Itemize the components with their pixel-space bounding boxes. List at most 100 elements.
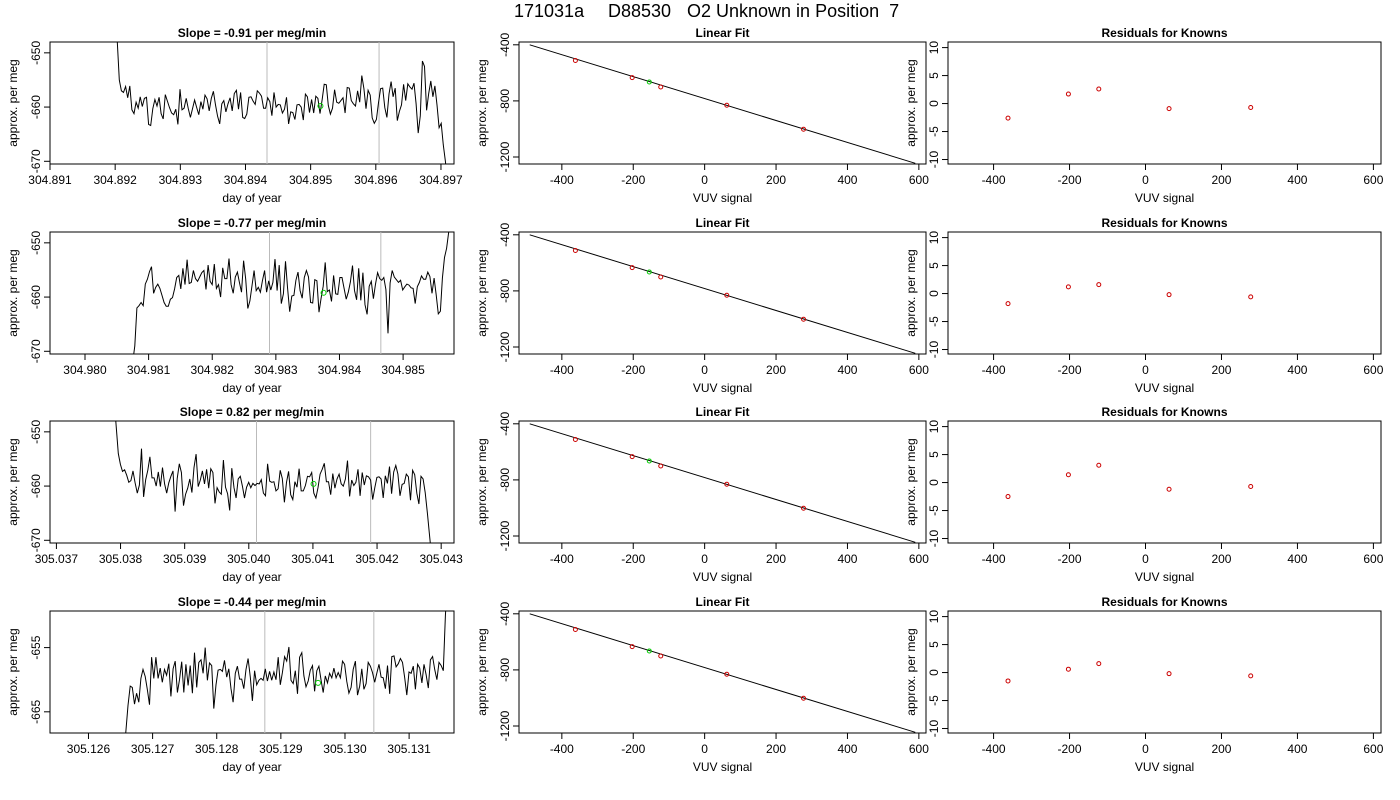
x-tick-label: 305.038 xyxy=(99,552,143,566)
y-tick-label: -660 xyxy=(29,285,43,309)
known-point xyxy=(1248,294,1254,300)
x-tick-label: -200 xyxy=(621,742,645,756)
row3-linearfit: Linear Fit -400 -200 0 200 400 600 -1200 -800 -40… xyxy=(475,405,929,584)
y-tick-label: -670 xyxy=(29,339,43,363)
x-tick-label: -400 xyxy=(982,552,1006,566)
fit-line xyxy=(529,613,916,733)
x-tick-label: 0 xyxy=(1142,552,1149,566)
signal-line xyxy=(125,611,447,733)
x-tick-label: -400 xyxy=(982,173,1006,187)
y-tick-label: -660 xyxy=(29,95,43,119)
known-point xyxy=(1166,486,1172,492)
unknown-marker xyxy=(310,480,317,487)
known-point xyxy=(1248,673,1254,679)
x-tick-label: 304.897 xyxy=(419,173,463,187)
y-tick-label: -800 xyxy=(498,468,512,492)
plot-area xyxy=(1005,282,1254,307)
panel-title: Linear Fit xyxy=(695,405,749,419)
x-tick-label: 304.985 xyxy=(381,363,425,377)
y-tick-label: -650 xyxy=(29,420,43,444)
x-tick-label: 600 xyxy=(909,742,929,756)
x-tick-label: 200 xyxy=(1211,552,1231,566)
unknown-point xyxy=(646,648,652,654)
x-tick-label: 304.981 xyxy=(127,363,171,377)
row1-linearfit: Linear Fit -400 -200 0 200 400 600 -1200 -800 -40… xyxy=(475,26,929,205)
plot-frame xyxy=(518,231,927,355)
x-tick-label: -200 xyxy=(621,173,645,187)
panel-title: Linear Fit xyxy=(695,595,749,609)
plot-frame xyxy=(49,231,455,355)
x-tick-label: 304.896 xyxy=(354,173,398,187)
known-point xyxy=(572,58,578,64)
x-tick-label: -200 xyxy=(1058,173,1082,187)
x-tick-label: 304.982 xyxy=(191,363,235,377)
plot-area xyxy=(529,44,916,164)
unknown-point xyxy=(646,269,652,275)
x-tick-label: 400 xyxy=(1287,742,1307,756)
x-tick-label: 200 xyxy=(1211,173,1231,187)
x-tick-label: 305.039 xyxy=(163,552,207,566)
y-tick-label: 10 xyxy=(927,610,941,624)
known-point xyxy=(1248,104,1254,110)
x-tick-label: -200 xyxy=(621,363,645,377)
x-axis-label: day of year xyxy=(222,191,281,205)
known-point xyxy=(629,644,635,650)
plot-area xyxy=(115,421,431,543)
y-axis-label: approx. per meg xyxy=(6,438,20,525)
row1-residuals: Residuals for Knowns -400 -200 0 200 400 600 -1… xyxy=(904,26,1384,205)
plot-area xyxy=(133,232,450,354)
y-axis-label: approx. per meg xyxy=(6,628,20,715)
plot-frame xyxy=(947,231,1382,355)
row3-timeseries: Slope = 0.82 per meg/min 305.037 305.038 30… xyxy=(6,405,463,584)
panel-title: Slope = -0.44 per meg/min xyxy=(178,595,326,609)
known-point xyxy=(1005,301,1011,307)
plot-frame xyxy=(947,420,1382,544)
known-point xyxy=(629,75,635,81)
x-tick-label: 0 xyxy=(701,173,708,187)
x-tick-label: 305.129 xyxy=(259,742,303,756)
unknown-point xyxy=(646,458,652,464)
plot-frame xyxy=(49,610,455,734)
plot-area xyxy=(529,423,916,543)
x-axis-label: day of year xyxy=(222,570,281,584)
x-tick-label: 400 xyxy=(1287,552,1307,566)
known-point xyxy=(572,248,578,254)
panel-title: Linear Fit xyxy=(695,216,749,230)
signal-line xyxy=(115,421,431,543)
y-tick-label: -10 xyxy=(927,720,941,738)
panel-title: Linear Fit xyxy=(695,26,749,40)
fit-line xyxy=(529,234,916,354)
known-point xyxy=(658,84,664,90)
panel-title: Residuals for Knowns xyxy=(1101,405,1227,419)
x-tick-label: 305.127 xyxy=(131,742,175,756)
y-tick-label: -1200 xyxy=(498,141,512,172)
x-tick-label: 200 xyxy=(766,742,786,756)
known-point xyxy=(1005,494,1011,500)
y-tick-label: -1200 xyxy=(498,710,512,741)
plot-area xyxy=(116,42,447,164)
x-tick-label: 400 xyxy=(837,363,857,377)
y-tick-label: -800 xyxy=(498,279,512,303)
y-tick-label: 10 xyxy=(927,231,941,245)
x-tick-label: 305.037 xyxy=(35,552,79,566)
known-point xyxy=(658,463,664,469)
known-point xyxy=(572,437,578,443)
y-tick-label: -400 xyxy=(498,222,512,246)
x-tick-label: 200 xyxy=(766,173,786,187)
x-tick-label: 200 xyxy=(1211,363,1231,377)
y-axis-label: approx. per meg xyxy=(475,438,489,525)
y-axis-label: approx. per meg xyxy=(904,438,918,525)
known-point xyxy=(724,671,730,677)
plot-frame xyxy=(518,420,927,544)
x-tick-label: 600 xyxy=(1363,363,1383,377)
y-axis-label: approx. per meg xyxy=(6,249,20,336)
x-tick-label: -400 xyxy=(982,363,1006,377)
row1-timeseries: Slope = -0.91 per meg/min 304.891 304.892 3… xyxy=(6,26,463,205)
signal-line xyxy=(133,232,450,354)
known-point xyxy=(724,481,730,487)
row2-linearfit: Linear Fit -400 -200 0 200 400 600 -1200 -800 -40… xyxy=(475,216,929,395)
x-tick-label: 0 xyxy=(701,742,708,756)
known-point xyxy=(1005,678,1011,684)
known-point xyxy=(629,454,635,460)
